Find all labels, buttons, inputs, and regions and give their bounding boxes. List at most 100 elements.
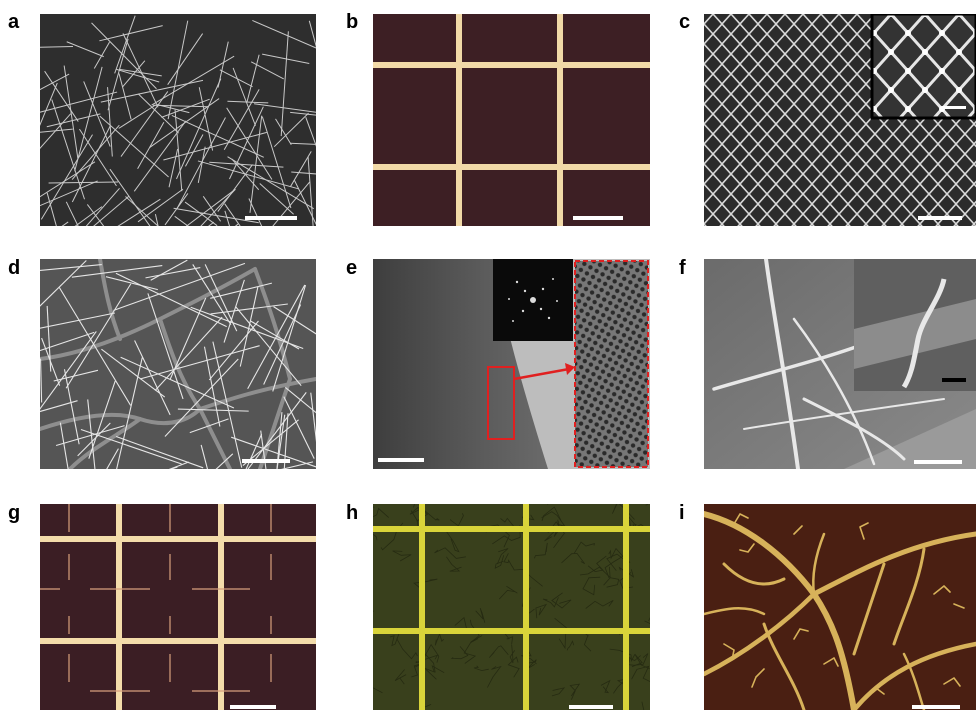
nanowire [273,306,316,335]
nanowire [210,282,273,299]
nanowire [249,115,263,213]
tem-image [373,259,650,469]
nanowire [254,103,316,113]
nanowire [310,392,316,443]
nanowire [87,399,96,469]
crack [494,555,505,569]
crack [600,679,611,694]
nanowire [46,113,101,128]
crack [618,566,635,578]
crack [434,547,466,559]
nanowire [150,259,188,281]
nanowire [63,65,79,159]
crack [631,653,650,669]
crack [608,547,627,561]
panel-c-image [704,14,976,226]
nanowire [99,115,169,178]
crack [463,635,483,664]
nanowire [40,312,116,329]
nanowire [40,331,95,352]
nanowire [105,276,158,291]
nanowire [169,297,207,380]
nanowire [46,192,57,226]
inset-scale-bar [942,378,966,382]
nanowire [74,66,103,172]
nanowire [202,196,222,222]
nanowire [137,122,165,169]
scale-bar [245,216,297,220]
nanowire [171,115,264,158]
crack [389,633,400,647]
nanowire [275,118,292,146]
nanowire [174,109,183,192]
crack [424,665,445,680]
crack [446,556,462,572]
crack [488,645,509,658]
crack [579,566,611,586]
nanowire [224,210,230,226]
crack [551,687,566,697]
nanowire [276,412,283,469]
crack [503,553,513,567]
crack [450,513,464,527]
nanowire [40,331,97,410]
crack [582,576,601,596]
nanowire [122,60,146,88]
panel-h-image [373,504,650,710]
nanowire [284,387,316,414]
nanowire [40,113,72,150]
crack [609,648,636,662]
nanowire [283,396,315,459]
nanowire [261,116,292,209]
nanowire [93,195,130,226]
nanowire [173,207,259,224]
nanowire [151,55,235,106]
panel-i-image [704,504,976,710]
nanowire [212,341,243,468]
nanowire [198,87,214,151]
nanowire [137,93,179,134]
crack [551,592,572,609]
crack [509,644,516,664]
nanowire [197,146,206,183]
nanowire [40,128,73,133]
nanowire [290,111,316,116]
nanowire [40,260,87,307]
crack [612,504,635,520]
panel-label-g: g [8,502,21,524]
crack [444,529,460,553]
nanowire [247,284,306,390]
nanowire [79,128,117,187]
nanowire [40,134,93,220]
scale-bar [918,216,962,220]
nanowire [200,444,209,469]
nanowire [137,188,184,223]
crack [561,553,586,565]
nanowire [229,106,264,180]
nanowire [184,201,218,226]
nanowire [74,206,103,226]
nanowire [116,68,160,83]
nanowire [46,305,52,372]
panel-label-a: a [8,11,20,33]
crack [569,683,581,700]
panel-b-image [373,14,650,226]
nanowire [217,41,229,88]
crack [631,665,650,683]
crack [524,659,537,670]
panel-e-image [373,259,650,469]
crack [541,506,562,522]
nanowire [168,148,179,188]
nanowire [190,306,304,350]
crack [606,566,620,588]
square-grid-image [373,14,650,226]
nanowire [40,400,78,413]
nanowire [217,164,253,212]
crack [504,632,514,645]
nanowire [293,179,316,225]
nanowire [119,68,162,77]
crack [625,653,649,666]
crack [496,548,509,565]
nanowire [40,161,96,198]
nanowire [276,414,286,469]
